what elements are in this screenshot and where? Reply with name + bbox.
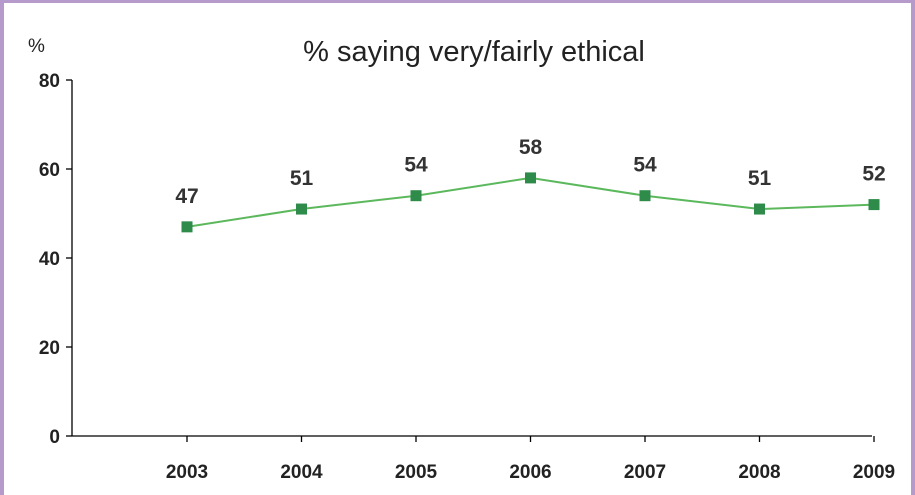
- x-tick-label: 2007: [624, 462, 666, 483]
- y-tick-label: 60: [39, 160, 60, 181]
- data-label: 47: [175, 185, 198, 208]
- data-point-marker: [181, 221, 193, 233]
- data-point-marker: [754, 203, 765, 215]
- data-point-marker: [639, 190, 651, 202]
- data-point-marker: [296, 203, 307, 215]
- data-label: 52: [862, 163, 885, 186]
- x-tick-label: 2009: [853, 462, 895, 483]
- x-tick-label: 2003: [166, 462, 208, 483]
- x-tick-label: 2005: [395, 462, 438, 483]
- x-tick-label: 2004: [280, 462, 323, 483]
- x-tick-label: 2006: [509, 462, 551, 483]
- data-label: 54: [404, 154, 428, 177]
- axes: [71, 80, 872, 437]
- y-tick-label: 80: [39, 71, 60, 92]
- y-tick-label: 20: [39, 338, 60, 359]
- y-axis-unit-label: %: [28, 36, 45, 57]
- data-label: 51: [748, 167, 772, 190]
- x-axis-ticks: 2003 2004 2005 2006 2007 2008 2009: [166, 436, 895, 483]
- series-group: 47 51 54 58 54 51 52: [175, 136, 886, 233]
- data-point-marker: [410, 190, 422, 202]
- y-tick-label: 40: [39, 249, 60, 270]
- chart-title: % saying very/fairly ethical: [303, 36, 645, 68]
- y-tick-label: 0: [49, 427, 60, 448]
- data-point-marker: [525, 172, 536, 184]
- x-tick-label: 2008: [738, 462, 780, 483]
- data-label: 58: [519, 136, 543, 159]
- data-point-marker: [868, 199, 880, 211]
- data-label: 51: [290, 167, 314, 190]
- y-axis-ticks: 0 20 40 60 80: [39, 71, 72, 448]
- data-label: 54: [633, 154, 657, 177]
